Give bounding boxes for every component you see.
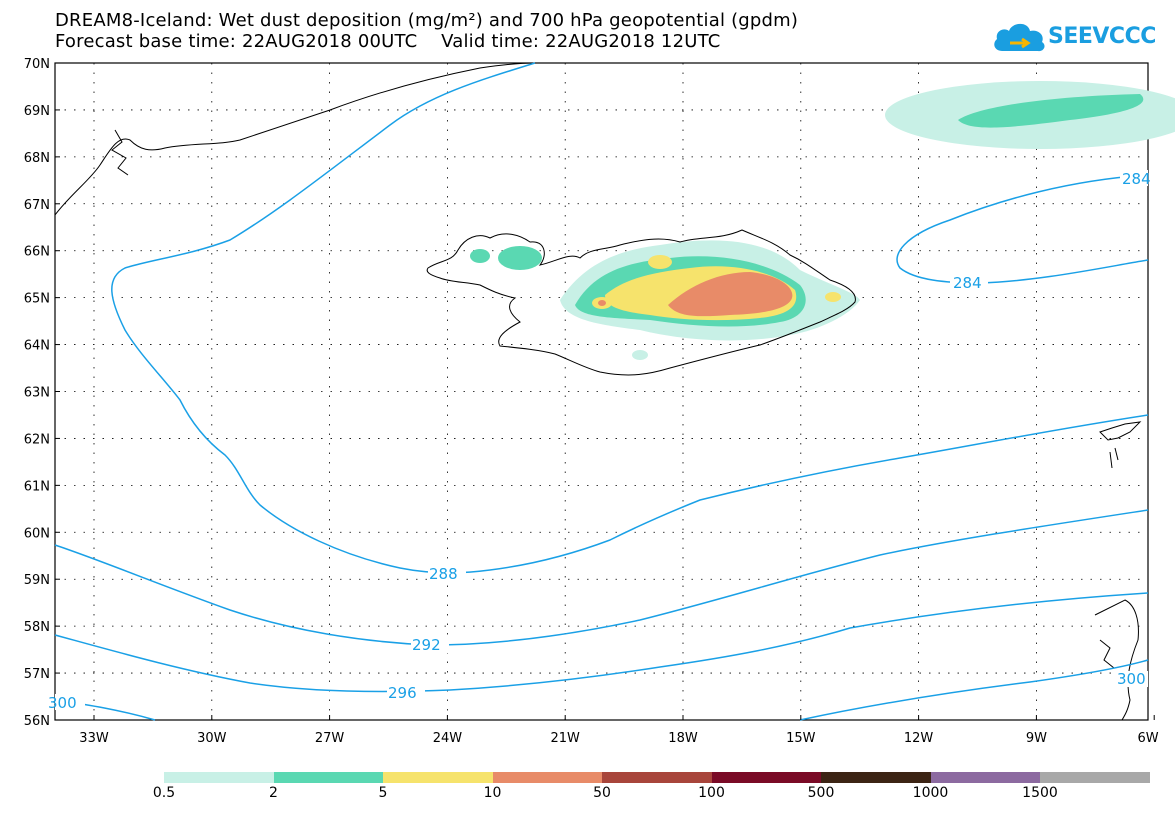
colorbar-segment <box>492 772 602 783</box>
colorbar-segment <box>383 772 493 783</box>
colorbar-label: 500 <box>807 785 835 801</box>
colorbar-segment <box>930 772 1040 783</box>
longitude-label: 15W <box>786 731 816 746</box>
colorbar-label: 10 <box>483 785 502 801</box>
contour-292 <box>54 509 1149 646</box>
latitude-label: 59N <box>24 573 50 588</box>
latitude-label: 62N <box>24 432 50 447</box>
contour-label-284: 284 <box>953 274 982 292</box>
longitude-label: 24W <box>433 731 463 746</box>
coastline <box>54 62 1142 721</box>
latitude-label: 70N <box>24 57 50 72</box>
colorbar-label: 1500 <box>1022 785 1058 801</box>
longitude-labels: 33W 30W 27W 24W 21W 18W 15W 12W 9W 6W <box>79 715 1159 746</box>
colorbar-segment <box>821 772 931 783</box>
latitude-label: 60N <box>24 526 50 541</box>
latitude-label: 56N <box>24 714 50 729</box>
geopotential-contours <box>54 62 1149 721</box>
longitude-label: 27W <box>315 731 345 746</box>
longitude-label: 30W <box>197 731 227 746</box>
contour-label-300-left: 300 <box>48 694 77 712</box>
latitude-label: 66N <box>24 245 50 260</box>
colorbar-segment <box>1040 772 1150 783</box>
dust-deposition-field <box>470 81 1175 360</box>
latitude-label: 64N <box>24 339 50 354</box>
colorbar-label: 1000 <box>912 785 949 801</box>
latitude-label: 65N <box>24 292 50 307</box>
contour-label-300-right: 300 <box>1117 670 1146 688</box>
colorbar-segment <box>602 772 712 783</box>
cloud-icon <box>994 23 1045 52</box>
map-subtitle: Forecast base time: 22AUG2018 00UTC Vali… <box>55 31 721 52</box>
colorbar-label: 100 <box>698 785 725 801</box>
colorbar-label: 2 <box>269 785 278 801</box>
latitude-label: 68N <box>24 151 50 166</box>
latitude-label: 67N <box>24 198 50 213</box>
contour-label-288: 288 <box>429 565 458 583</box>
logo-text: SEEVCCC <box>1048 24 1156 49</box>
longitude-label: 6W <box>1137 731 1158 746</box>
longitude-label: 9W <box>1026 731 1047 746</box>
latitude-label: 57N <box>24 667 50 682</box>
longitude-label: 12W <box>904 731 934 746</box>
colorbar-segment <box>273 772 383 783</box>
longitude-label: 33W <box>79 731 109 746</box>
latitude-label: 69N <box>24 104 50 119</box>
latitude-labels: 70N 69N 68N 67N 66N 65N 64N 63N 62N 61N 60N 59N 58N 5… <box>24 57 60 729</box>
colorbar-segment <box>711 772 821 783</box>
colorbar-label: 5 <box>378 785 388 801</box>
contour-288 <box>111 62 1149 574</box>
contour-label-296: 296 <box>388 684 417 702</box>
contour-300-right <box>799 659 1149 721</box>
seevccc-logo: SEEVCCC <box>992 17 1156 57</box>
map-frame <box>54 62 1149 721</box>
colorbar-segment <box>164 772 274 783</box>
longitude-label: 18W <box>668 731 698 746</box>
latitude-label: 58N <box>24 620 50 635</box>
colorbar-label: 0.5 <box>152 785 176 801</box>
graticule <box>55 63 1148 720</box>
contour-label-292: 292 <box>412 636 441 654</box>
longitude-label: 21W <box>550 731 580 746</box>
contour-label-284-top: 284 <box>1122 170 1151 188</box>
map-title: DREAM8-Iceland: Wet dust deposition (mg/… <box>55 10 799 31</box>
colorbar-label: 50 <box>593 785 611 801</box>
latitude-label: 61N <box>24 479 50 494</box>
latitude-label: 63N <box>24 386 50 401</box>
contour-296 <box>54 592 1149 693</box>
contour-284 <box>896 174 1149 284</box>
contour-labels: 288 292 296 300 284 284 300 <box>48 170 1151 712</box>
